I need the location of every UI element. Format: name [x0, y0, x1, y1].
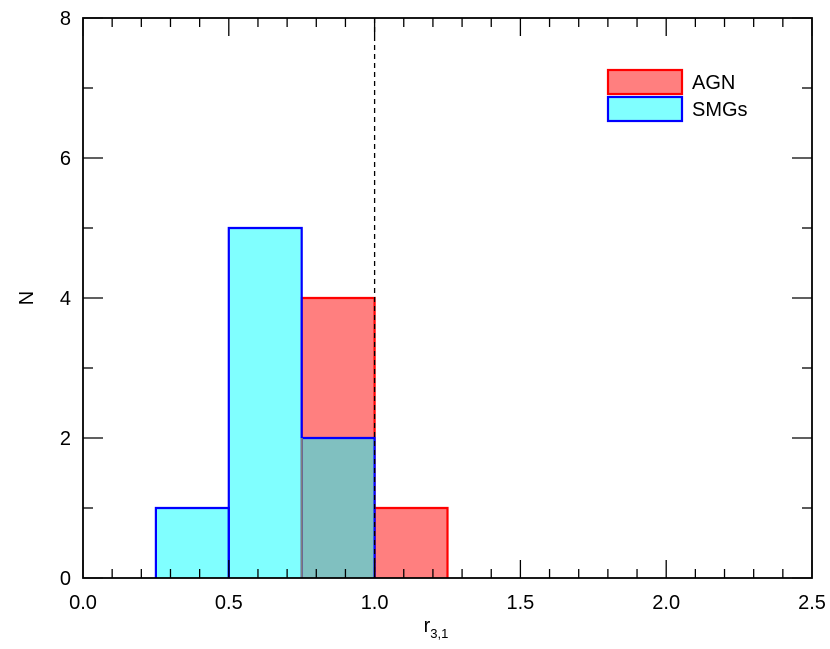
legend-label-smgs: SMGs [692, 99, 748, 121]
bar-smgs-0 [155, 508, 229, 578]
legend-label-agn: AGN [692, 72, 735, 94]
x-axis-label: r3,1 [424, 615, 449, 641]
bar-smgs-1 [228, 228, 302, 578]
x-tick-label: 2.5 [798, 592, 826, 614]
x-tick-label: 1.5 [506, 592, 534, 614]
x-tick-label: 0.5 [215, 592, 243, 614]
outline-smgs-1 [227, 226, 303, 578]
y-tick-label: 6 [60, 148, 71, 170]
legend-swatch-agn [606, 68, 684, 96]
x-tick-label: 2.0 [652, 592, 680, 614]
bar-overlap-2 [301, 438, 375, 578]
x-tick-label: 0.0 [69, 592, 97, 614]
y-tick-label: 8 [60, 8, 71, 30]
x-axis-label-subscript: 3,1 [430, 626, 448, 641]
legend: AGN SMGs [606, 68, 748, 123]
bar-agn-1 [374, 508, 448, 578]
x-axis-label-main: r [424, 615, 431, 637]
x-tick-label: 1.0 [361, 592, 389, 614]
y-tick-label: 0 [60, 568, 71, 590]
y-axis-label: N [16, 291, 38, 305]
y-tick-label: 4 [60, 288, 71, 310]
y-tick-label: 2 [60, 428, 71, 450]
legend-swatch-smgs [606, 95, 684, 123]
